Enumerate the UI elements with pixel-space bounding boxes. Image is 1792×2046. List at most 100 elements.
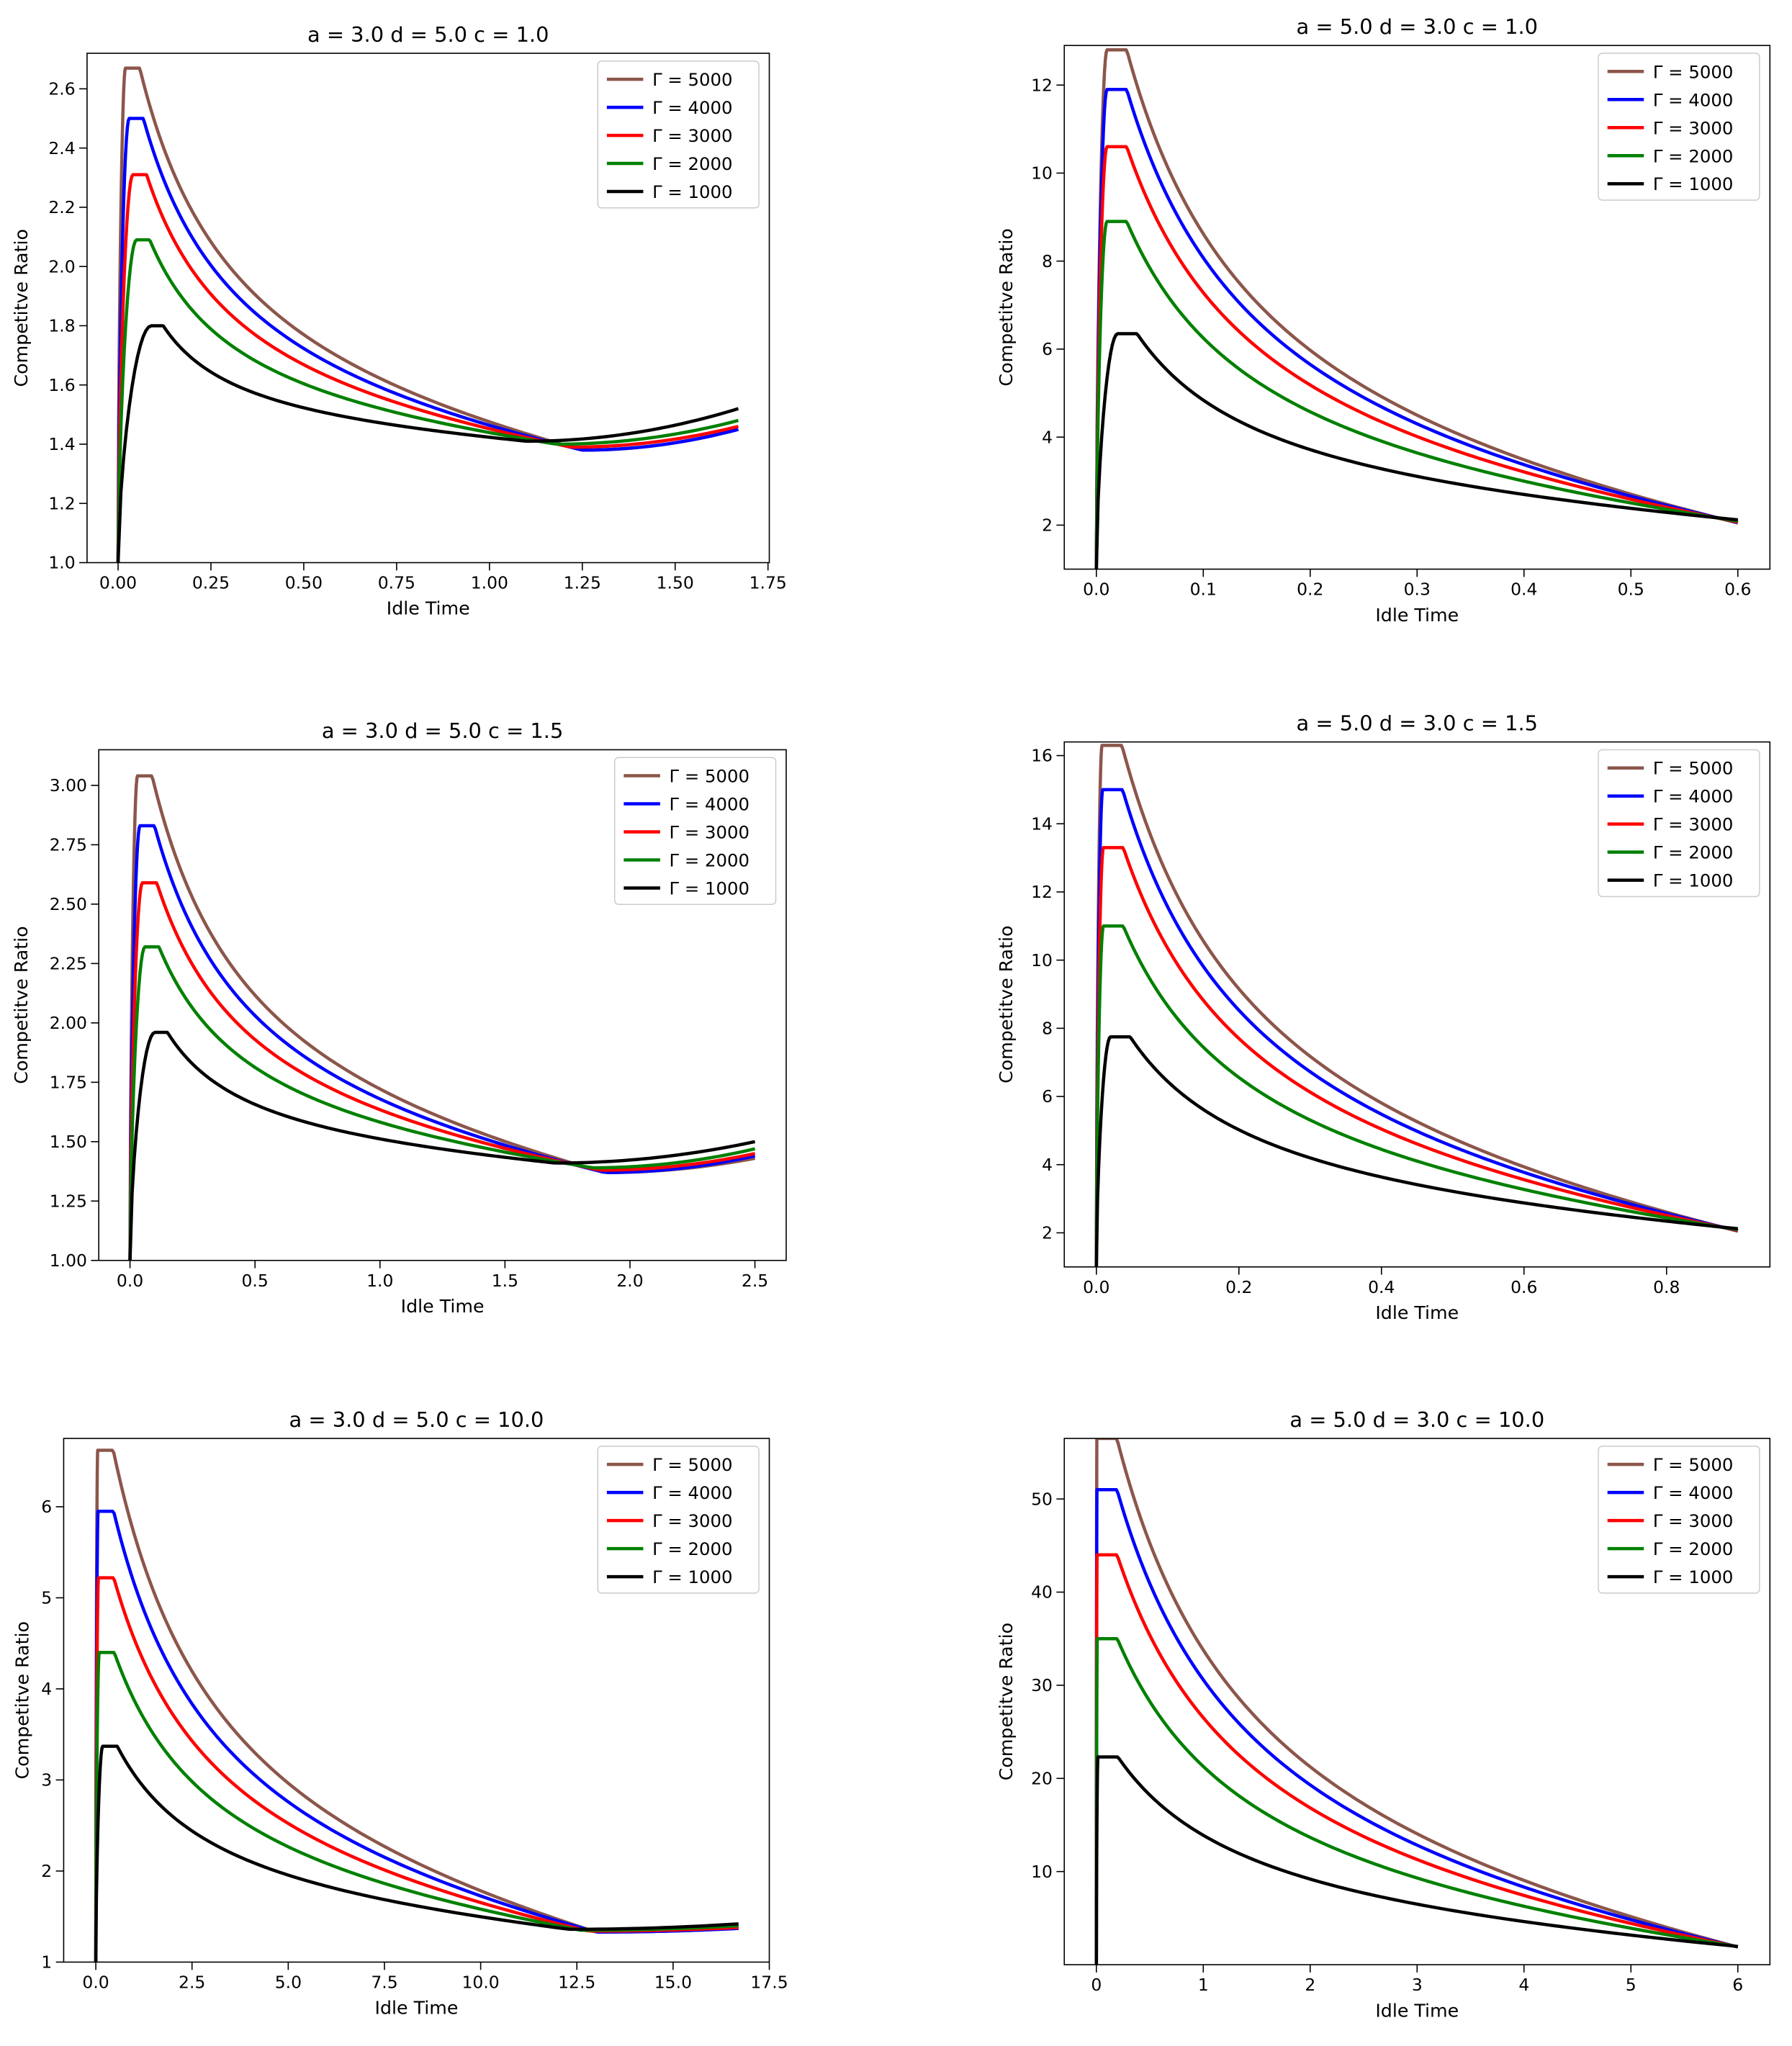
series-line-1000 [128, 1030, 756, 1261]
legend-label: Γ = 1000 [1653, 1567, 1733, 1587]
legend-label: Γ = 2000 [1653, 842, 1733, 863]
legend-label: Γ = 5000 [1653, 1454, 1733, 1475]
y-tick-label: 2.00 [50, 1013, 87, 1033]
y-tick-label: 2.50 [50, 894, 87, 914]
x-tick-label: 2.0 [616, 1271, 643, 1291]
legend-label: Γ = 4000 [652, 97, 732, 118]
series-line-3000 [1094, 145, 1739, 569]
legend: Γ = 5000 Γ = 4000 Γ = 3000 Γ = 2000 Γ = 1000 [597, 1446, 760, 1594]
y-tick-label: 12 [1031, 882, 1053, 902]
y-axis-label: Competitve Ratio [996, 926, 1017, 1083]
y-tick-label: 5 [41, 1588, 52, 1608]
legend-box [597, 1446, 760, 1594]
legend: Γ = 5000 Γ = 4000 Γ = 3000 Γ = 2000 Γ = 1000 [597, 60, 760, 209]
y-tick-label: 3.00 [50, 775, 87, 796]
x-tick-label: 0.2 [1225, 1277, 1252, 1297]
x-tick-label: 1 [1198, 1975, 1209, 1995]
chart-title: a = 3.0 d = 5.0 c = 1.0 [307, 22, 549, 47]
x-axis-label: Idle Time [401, 1296, 485, 1317]
legend-box [1598, 749, 1760, 898]
x-tick-label: 1.0 [366, 1271, 393, 1291]
legend-label: Γ = 3000 [652, 125, 732, 146]
series-line-2000 [116, 238, 739, 563]
legend-label: Γ = 4000 [1653, 786, 1733, 807]
y-tick-label: 4 [1042, 1155, 1053, 1175]
legend-box [597, 60, 760, 209]
plot-frame [1063, 741, 1771, 1268]
y-tick-label: 1.75 [50, 1072, 87, 1092]
x-tick-label: 12.5 [558, 1973, 595, 1993]
y-tick-label: 8 [1042, 1018, 1053, 1038]
x-tick-label: 0.4 [1368, 1277, 1395, 1297]
series-line-3000 [116, 173, 739, 563]
legend: Γ = 5000 Γ = 4000 Γ = 3000 Γ = 2000 Γ = 1000 [613, 757, 777, 905]
legend-box [1598, 1446, 1760, 1594]
y-tick-label: 2.0 [48, 256, 75, 276]
y-axis-label: Competitve Ratio [12, 1621, 33, 1779]
x-tick-label: 5.0 [275, 1973, 302, 1993]
x-tick-label: 6 [1732, 1975, 1743, 1995]
legend-label: Γ = 3000 [1653, 117, 1733, 138]
x-tick-label: 10.0 [461, 1973, 499, 1993]
y-tick-label: 1.0 [48, 553, 75, 573]
x-tick-label: 0.8 [1653, 1277, 1680, 1297]
series-line-2000 [94, 1651, 739, 1962]
y-tick-label: 10 [1031, 1862, 1053, 1882]
series-line-1000 [1094, 1035, 1738, 1267]
series-line-2000 [1094, 924, 1739, 1267]
legend: Γ = 5000 Γ = 4000 Γ = 3000 Γ = 2000 Γ = 1000 [1598, 749, 1760, 898]
legend-label: Γ = 3000 [652, 1510, 732, 1531]
x-tick-label: 3 [1412, 1975, 1423, 1995]
x-tick-label: 15.0 [654, 1973, 692, 1993]
y-tick-label: 6 [1042, 339, 1053, 359]
chart-title: a = 5.0 d = 3.0 c = 1.5 [1297, 711, 1539, 735]
y-tick-label: 10 [1031, 950, 1053, 970]
x-tick-label: 0.0 [117, 1271, 143, 1291]
x-axis-label: Idle Time [1375, 605, 1459, 626]
y-tick-label: 1.8 [48, 316, 75, 336]
y-axis-label: Competitve Ratio [996, 1623, 1017, 1780]
y-tick-label: 1 [41, 1952, 52, 1973]
x-tick-label: 1.75 [749, 573, 787, 593]
x-tick-label: 0.6 [1510, 1277, 1537, 1297]
legend-label: Γ = 2000 [652, 1538, 732, 1559]
plot-frame [98, 749, 787, 1261]
legend-label: Γ = 3000 [670, 822, 749, 843]
x-tick-label: 0 [1091, 1975, 1102, 1995]
plot-frame [63, 1438, 770, 1963]
y-tick-label: 2.2 [48, 197, 75, 217]
chart-panel-2: 0.0 0.1 0.2 0.3 0.4 0.5 0.6 2 4 6 8 10 12 a = 5.0 d =… [996, 14, 1771, 626]
legend-label: Γ = 5000 [670, 766, 749, 787]
legend-label: Γ = 3000 [1653, 1510, 1733, 1531]
legend-label: Γ = 2000 [1653, 145, 1733, 166]
legend-label: Γ = 1000 [1653, 173, 1733, 194]
y-tick-label: 2.75 [50, 835, 87, 855]
y-tick-label: 8 [1042, 251, 1053, 271]
x-tick-label: 0.5 [1618, 580, 1644, 600]
y-tick-label: 50 [1031, 1489, 1053, 1509]
chart-panel-3: 0.0 0.5 1.0 1.5 2.0 2.5 1.00 1.25 1.50 1.75 2.00 2.… [11, 718, 787, 1317]
series-line-1000 [94, 1744, 739, 1962]
series-line-3000 [1094, 846, 1739, 1267]
legend: Γ = 5000 Γ = 4000 Γ = 3000 Γ = 2000 Γ = 1000 [1598, 1446, 1760, 1594]
y-tick-label: 2 [1042, 515, 1053, 536]
series-line-4000 [1094, 88, 1739, 569]
y-tick-label: 6 [41, 1497, 52, 1517]
chart-title: a = 5.0 d = 3.0 c = 1.0 [1297, 14, 1539, 39]
series-line-1000 [116, 324, 739, 563]
x-axis-label: Idle Time [1375, 1302, 1459, 1323]
x-tick-label: 2.5 [742, 1271, 768, 1291]
series-line-2000 [1094, 220, 1739, 569]
series-line-2000 [1094, 1636, 1739, 1965]
legend-label: Γ = 5000 [652, 69, 732, 90]
x-tick-label: 0.25 [192, 573, 230, 593]
series-line-1000 [1094, 1755, 1738, 1965]
chart-title: a = 3.0 d = 5.0 c = 10.0 [289, 1407, 544, 1432]
legend-label: Γ = 5000 [1653, 61, 1733, 82]
chart-title: a = 3.0 d = 5.0 c = 1.5 [322, 718, 564, 743]
series-line-4000 [1094, 788, 1739, 1267]
series-line-4000 [1094, 1487, 1739, 1965]
series-line-5000 [1094, 744, 1739, 1267]
series-line-2000 [128, 945, 756, 1261]
legend-label: Γ = 1000 [652, 1567, 732, 1587]
